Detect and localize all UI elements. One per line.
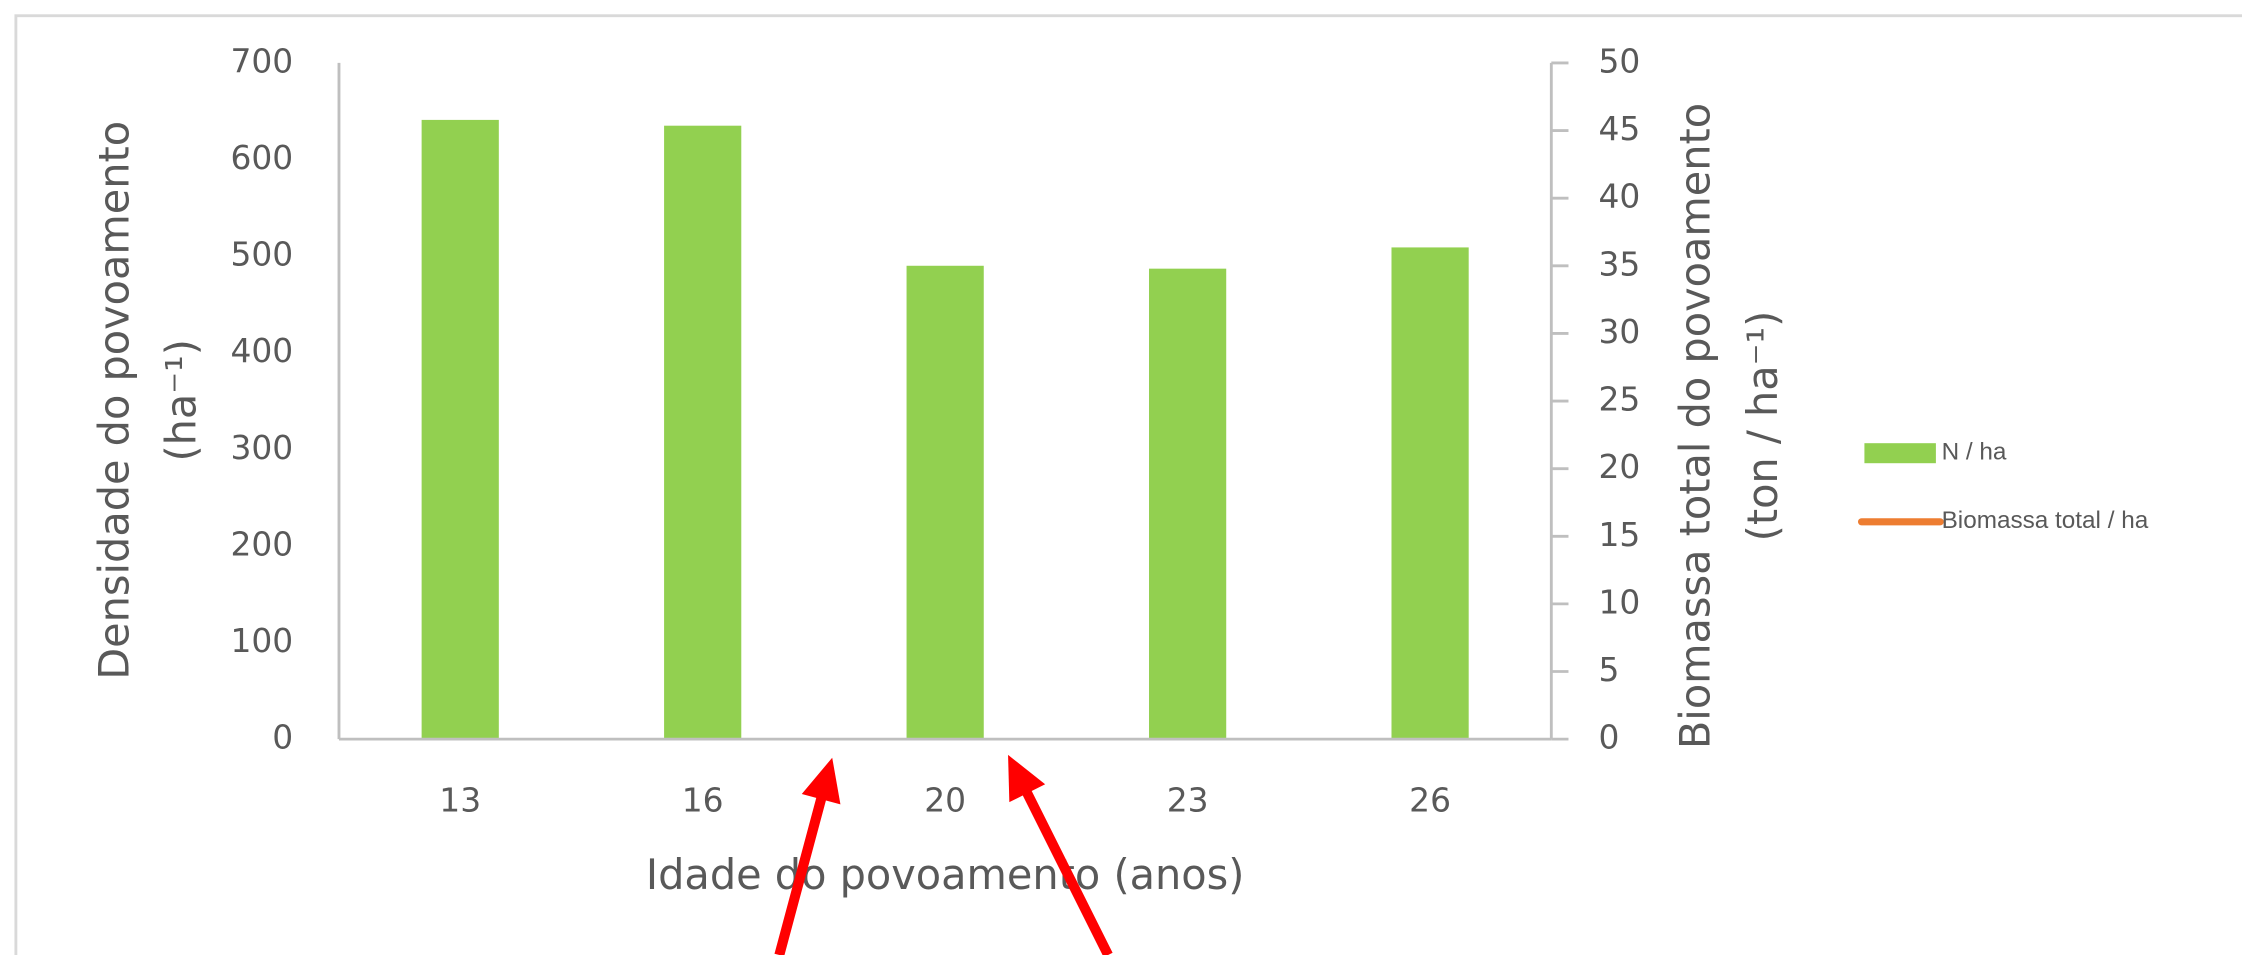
- bar: [1391, 247, 1469, 740]
- x-tick-label: 13: [439, 781, 481, 820]
- y2-tick-label: 50: [1599, 41, 1641, 80]
- y-tick-label: 400: [230, 331, 293, 370]
- annotation-arrowhead: [801, 757, 841, 805]
- bar: [664, 125, 742, 740]
- bar: [906, 265, 984, 740]
- y2-tick-label: 25: [1599, 380, 1641, 419]
- y2-tick-label: 40: [1599, 177, 1641, 216]
- y2-axis-title: Biomassa total do povoamento: [1672, 103, 1720, 749]
- y2-tick-label: 10: [1599, 582, 1641, 621]
- x-tick-label: 20: [924, 781, 966, 820]
- y2-tick-label: 15: [1599, 515, 1641, 554]
- y2-tick-label: 30: [1599, 312, 1641, 351]
- annotation-arrowhead: [1008, 754, 1046, 803]
- y-tick-label: 0: [272, 718, 293, 757]
- legend-label: N / ha: [1942, 439, 2007, 466]
- x-tick-label: 26: [1409, 781, 1451, 820]
- y-tick-label: 500: [230, 235, 293, 274]
- bar: [421, 119, 499, 740]
- chart-border: [14, 14, 2242, 955]
- bar: [1149, 268, 1227, 740]
- y2-axis-title: (ton / ha⁻¹): [1739, 311, 1787, 542]
- legend-label: Biomassa total / ha: [1942, 507, 2149, 534]
- y-tick-label: 600: [230, 138, 293, 177]
- y2-tick-label: 0: [1599, 718, 1620, 757]
- y-tick-label: 700: [230, 41, 293, 80]
- y-tick-label: 100: [230, 621, 293, 660]
- legend-swatch: [1864, 443, 1936, 464]
- annotation-arrow: [1017, 780, 1113, 955]
- y2-tick-label: 20: [1599, 447, 1641, 486]
- y-tick-label: 300: [230, 428, 293, 467]
- y-axis-title: Densidade do povoamento: [90, 121, 138, 680]
- x-tick-label: 16: [682, 781, 724, 820]
- x-tick-label: 23: [1167, 781, 1209, 820]
- y2-tick-label: 45: [1599, 109, 1641, 148]
- y2-tick-label: 35: [1599, 244, 1641, 283]
- x-axis-title: Idade do povoamento (anos): [646, 851, 1244, 899]
- y-axis-title: (ha⁻¹): [158, 339, 206, 461]
- y2-tick-label: 5: [1599, 650, 1620, 689]
- annotation-arrow: [774, 786, 829, 955]
- y-tick-label: 200: [230, 524, 293, 563]
